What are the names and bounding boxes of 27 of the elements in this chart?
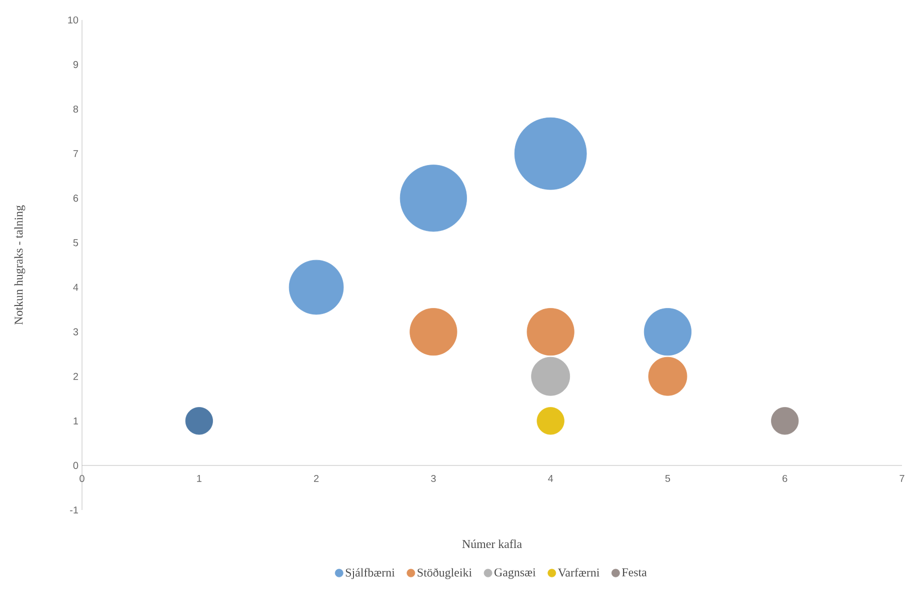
x-tick-label: 7 [900, 474, 904, 482]
x-axis-title: Númer kafla [462, 540, 522, 548]
y-tick-label: 6 [73, 194, 78, 202]
y-tick-label: 9 [73, 61, 78, 68]
y-tick-label: 4 [73, 284, 78, 291]
x-tick-label: 6 [782, 474, 788, 482]
x-tick-label: 5 [665, 474, 670, 482]
x-tick-label: 2 [314, 474, 319, 482]
x-tick-label: 4 [548, 474, 554, 482]
y-tick-label: 10 [68, 16, 78, 24]
legend-label: Stöðugleiki [418, 568, 472, 580]
y-tick-label: 0 [73, 462, 78, 469]
x-tick-label: 1 [197, 474, 202, 482]
legend-label: Festa [622, 568, 647, 576]
y-axis-title: Notkun hugraks - talning [14, 205, 26, 325]
legend-label: Varfærni [558, 568, 600, 577]
x-tick-label: 3 [431, 474, 436, 482]
y-tick-label: 1 [74, 417, 78, 424]
y-tick-label: 8 [73, 106, 78, 113]
y-tick-label: 3 [73, 328, 78, 336]
y-tick-label: 5 [73, 239, 78, 246]
x-tick-label: 0 [80, 474, 84, 482]
y-tick-label: 2 [73, 372, 78, 380]
legend-label: Sjálfbærni [346, 568, 395, 580]
legend-label: Gagnsæi [494, 568, 536, 579]
y-tick-label: 7 [73, 150, 78, 158]
y-tick-label: -1 [70, 506, 78, 514]
